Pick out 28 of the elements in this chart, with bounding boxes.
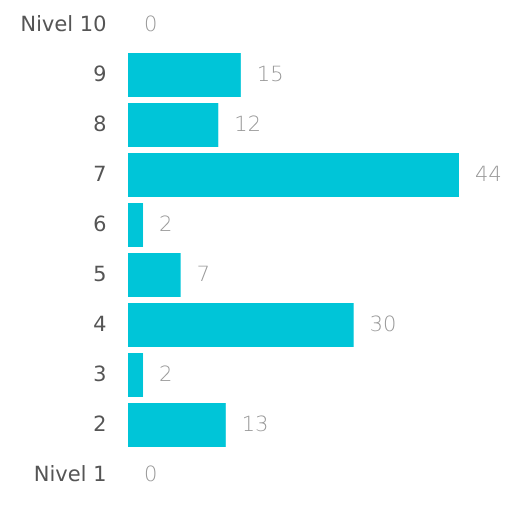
- data-label: 2: [159, 212, 172, 236]
- y-tick-label: Nivel 1: [34, 462, 106, 486]
- bar: [128, 353, 144, 397]
- bar: [128, 203, 144, 247]
- data-label: 44: [475, 162, 502, 186]
- data-label: 0: [144, 462, 158, 486]
- data-label: 15: [256, 62, 284, 86]
- y-tick-label: 7: [93, 162, 106, 186]
- y-tick-label: Nivel 10: [20, 12, 106, 36]
- y-tick-label: 9: [93, 62, 106, 86]
- y-tick-label: 8: [93, 112, 106, 136]
- bar: [128, 303, 354, 347]
- bar: [128, 53, 241, 97]
- y-tick-label: 5: [93, 262, 106, 286]
- y-tick-label: 3: [93, 362, 106, 386]
- y-tick-label: 6: [93, 212, 106, 236]
- bar: [128, 153, 459, 197]
- y-tick-label: 4: [93, 312, 106, 336]
- data-label: 0: [144, 12, 158, 36]
- data-label: 7: [196, 262, 210, 286]
- bar: [128, 253, 181, 297]
- data-label: 13: [242, 412, 269, 436]
- bar: [128, 103, 218, 147]
- data-label: 30: [370, 312, 396, 336]
- data-label: 2: [159, 362, 172, 386]
- data-label: 12: [234, 112, 262, 136]
- bar: [128, 403, 226, 447]
- y-tick-label: 2: [93, 412, 106, 436]
